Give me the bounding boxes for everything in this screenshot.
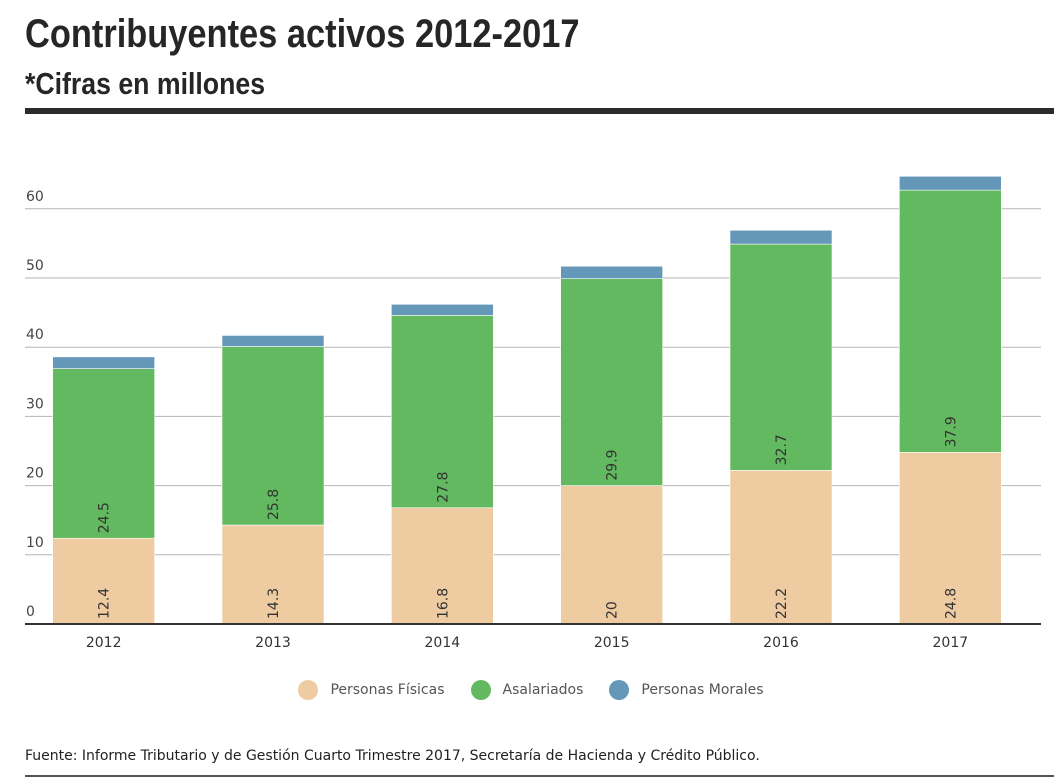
legend-item[interactable]: Asalariados [470,680,584,700]
bar-asalariados-2016 [729,243,833,471]
x-tick-label: 2012 [86,635,122,651]
y-tick-label: 0 [26,604,35,620]
bar-personas-morales-2012 [52,356,155,369]
chart-legend: Personas Físicas Asalariados Personas Mora… [0,680,1062,700]
data-label: 16.8 [435,588,451,619]
bar-personas-morales-2013 [221,335,325,347]
bar-asalariados-2014 [391,315,494,509]
bar-asalariados-2017 [899,189,1002,453]
y-tick-label: 60 [26,189,44,205]
bar-asalariados-2015 [560,278,663,486]
data-label: 25.8 [266,489,282,520]
title-divider [25,108,1054,114]
bar-personas-morales-2015 [560,265,663,279]
bar-personas-f-sicas-2015 [560,485,663,625]
y-tick-label: 10 [26,535,44,551]
bar-asalariados-2012 [52,368,155,539]
y-tick-label: 20 [26,466,44,482]
x-tick-label: 2015 [594,635,630,651]
data-label: 24.8 [943,588,959,619]
bar-personas-morales-2016 [729,229,833,245]
y-tick-label: 50 [26,258,44,274]
legend-label: Personas Físicas [330,682,445,698]
bar-personas-f-sicas-2013 [221,524,325,625]
y-tick-label: 30 [26,396,44,412]
legend-swatch-icon [470,680,491,700]
bar-personas-f-sicas-2014 [391,507,494,625]
bar-personas-f-sicas-2017 [899,452,1002,625]
chart-subtitle: *Cifras en millones [25,66,266,101]
y-tick-label: 40 [26,327,44,343]
data-label: 20 [605,601,621,619]
bottom-divider [25,775,1054,777]
legend-label: Asalariados [502,682,584,698]
data-label: 37.9 [943,416,959,447]
source-note: Fuente: Informe Tributario y de Gestión … [25,748,760,764]
x-tick-label: 2017 [933,635,969,651]
x-tick-label: 2014 [425,635,461,651]
legend-item[interactable]: Personas Morales [609,680,764,700]
legend-swatch-icon [609,680,630,700]
data-label: 12.4 [97,588,113,619]
legend-item[interactable]: Personas Físicas [298,680,445,700]
data-label: 22.2 [774,588,790,619]
bar-personas-morales-2017 [899,175,1002,191]
data-label: 32.7 [774,434,790,465]
x-tick-label: 2013 [255,635,291,651]
chart-title: Contribuyentes activos 2012-2017 [25,12,580,56]
data-label: 27.8 [435,472,451,503]
data-label: 24.5 [97,502,113,533]
x-tick-label: 2016 [763,635,799,651]
bar-personas-morales-2014 [391,303,494,316]
legend-swatch-icon [298,680,319,700]
legend-label: Personas Morales [641,682,764,698]
chart-area: 0 10 20 30 40 50 60 12.4 24.5 2012 14.3 25.8 2013 16.… [0,120,1062,660]
stacked-bar-chart: 0 10 20 30 40 50 60 12.4 24.5 2012 14.3 25.8 2013 16.… [25,175,1041,651]
data-label: 29.9 [605,449,621,480]
data-label: 14.3 [266,588,282,619]
